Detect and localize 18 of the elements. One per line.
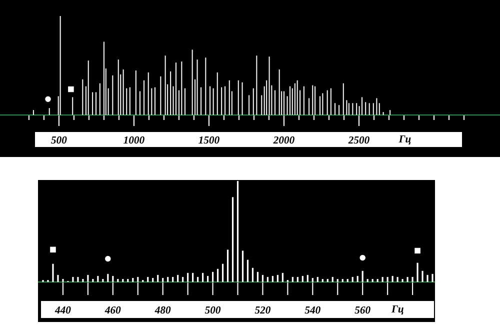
x-tick-label: 460 — [104, 306, 121, 314]
x-axis-title: Гц — [391, 305, 404, 315]
x-axis-title: Гц — [398, 135, 411, 145]
point — [360, 254, 366, 261]
x-tick-label: 480 — [154, 306, 171, 314]
x-tick-label: 540 — [304, 306, 320, 314]
x-tick-label: 500 — [51, 136, 67, 144]
point — [414, 248, 420, 254]
point — [50, 246, 56, 253]
x-tick-label: 520 — [254, 306, 270, 314]
x-tick-label: 440 — [54, 306, 71, 314]
x-tick-label: 500 — [204, 306, 221, 314]
x-tick-label: 560 — [354, 306, 370, 314]
x-tick-label: 2500 — [348, 136, 370, 144]
x-tick-label: 2000 — [273, 136, 294, 144]
x-tick-label: 1500 — [198, 136, 220, 144]
point — [105, 256, 111, 262]
x-tick-label: 1000 — [124, 136, 144, 144]
